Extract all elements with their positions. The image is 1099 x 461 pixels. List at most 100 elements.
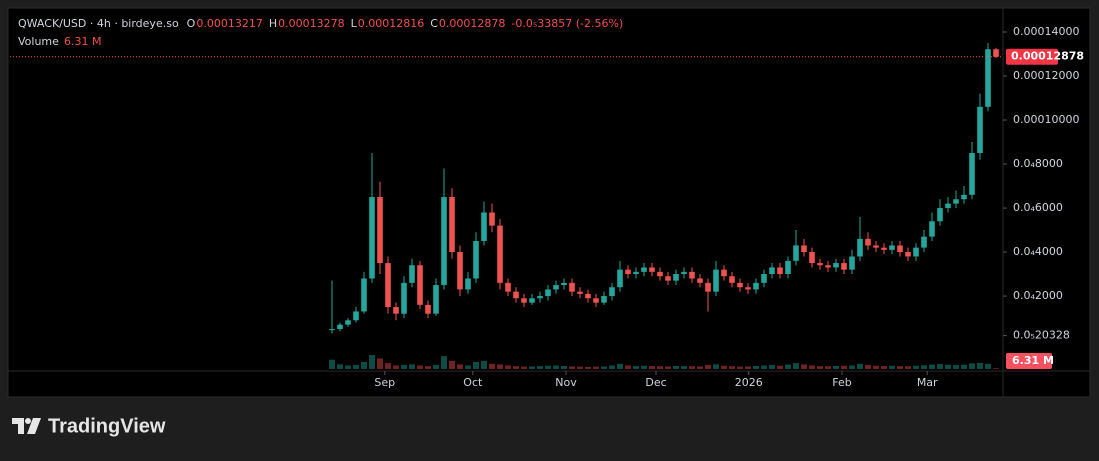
x-tick-label: Feb (832, 376, 851, 389)
candle-body (673, 274, 679, 281)
candle-body (857, 238, 863, 257)
x-tick-label: Oct (463, 376, 483, 389)
volume-bar (417, 365, 423, 369)
volume-bar (769, 364, 775, 369)
volume-bar (913, 365, 919, 369)
candle-body (881, 247, 887, 250)
volume-bar (681, 366, 687, 369)
volume-bar (513, 366, 519, 369)
candle-body (961, 194, 967, 200)
volume-bar (369, 355, 375, 369)
candle-body (529, 298, 535, 303)
volume-bar (697, 366, 703, 369)
volume-bar (753, 365, 759, 369)
last-price-label: 0.00012878 (1011, 50, 1084, 63)
candle-body (945, 203, 951, 209)
candle-body (705, 282, 711, 292)
symbol-title: QWACK/USD · 4h · birdeye.so (18, 17, 179, 30)
logo-mark (12, 418, 24, 434)
y-tick-label: 0.0₅20328 (1013, 329, 1070, 342)
volume-bar (969, 363, 975, 369)
x-tick-label: Mar (917, 376, 938, 389)
volume-bar (473, 362, 479, 369)
volume-bar (673, 365, 679, 369)
candle-body (433, 285, 439, 314)
volume-bar (609, 365, 615, 369)
candle-body (617, 269, 623, 288)
candle-body (985, 49, 991, 107)
volume-bar (633, 366, 639, 369)
ohlc-value: 0.00012816 (358, 17, 424, 30)
candle-body (953, 199, 959, 204)
candle-body (513, 291, 519, 299)
candle-body (873, 245, 879, 248)
volume-bar (617, 363, 623, 369)
volume-bar (401, 364, 407, 369)
candle-body (393, 307, 399, 314)
y-tick-label: 0.0₄8000 (1013, 157, 1063, 170)
ohlc-value: 0.00013278 (278, 17, 344, 30)
y-tick-label: 0.00014000 (1013, 25, 1079, 38)
chart-frame (7, 7, 1091, 398)
candle-body (521, 298, 527, 303)
volume-bar (841, 365, 847, 369)
candle-body (657, 271, 663, 277)
candle-body (977, 106, 983, 154)
volume-bar (985, 363, 991, 369)
candle-body (937, 208, 943, 222)
ohlc-value: 0.00012878 (439, 17, 505, 30)
candle-body (593, 298, 599, 303)
volume-bar (409, 364, 415, 369)
brand-name: TradingView (48, 415, 166, 437)
volume-bar (649, 365, 655, 369)
candle-body (401, 282, 407, 314)
volume-bar (641, 365, 647, 369)
volume-bar (745, 366, 751, 369)
volume-bar (553, 365, 559, 369)
volume-bar (457, 364, 463, 369)
candle-body (777, 267, 783, 275)
candle-body (345, 320, 351, 325)
candle-body (697, 278, 703, 283)
ohlc-letter: C (430, 17, 438, 30)
volume-bar (521, 366, 527, 369)
candle-body (921, 236, 927, 248)
x-tick-label: Dec (645, 376, 666, 389)
volume-bar (785, 364, 791, 369)
volume-bar (537, 366, 543, 369)
volume-bar (585, 366, 591, 369)
volume-bar (993, 368, 999, 369)
candle-body (785, 260, 791, 275)
volume-bar (945, 364, 951, 369)
candle-body (665, 276, 671, 281)
ohlc-value: 0.00013217 (196, 17, 262, 30)
candle-body (833, 263, 839, 268)
volume-bar (625, 365, 631, 369)
candle-body (713, 269, 719, 292)
volume-bar (905, 366, 911, 369)
volume-bar (881, 365, 887, 369)
volume-bar (577, 366, 583, 369)
volume-bar (825, 366, 831, 369)
x-tick-label: Nov (555, 376, 577, 389)
candle-body (761, 274, 767, 283)
candle-body (729, 276, 735, 283)
candle-body (793, 245, 799, 261)
candle-body (745, 287, 751, 290)
candle-body (625, 269, 631, 275)
volume-bar (889, 365, 895, 369)
y-tick-label: 0.00010000 (1013, 113, 1079, 126)
candle-body (601, 296, 607, 303)
volume-bar (937, 364, 943, 369)
change-value: -0.0₅33857 (-2.56%) (511, 17, 623, 30)
volume-bar (977, 362, 983, 369)
candle-body (633, 271, 639, 275)
volume-bar (593, 366, 599, 369)
candle-body (801, 245, 807, 253)
candle-body (369, 197, 375, 279)
volume-bar (561, 365, 567, 369)
volume-bar (393, 365, 399, 369)
volume-bar (569, 366, 575, 369)
tradingview-logo (12, 418, 41, 434)
